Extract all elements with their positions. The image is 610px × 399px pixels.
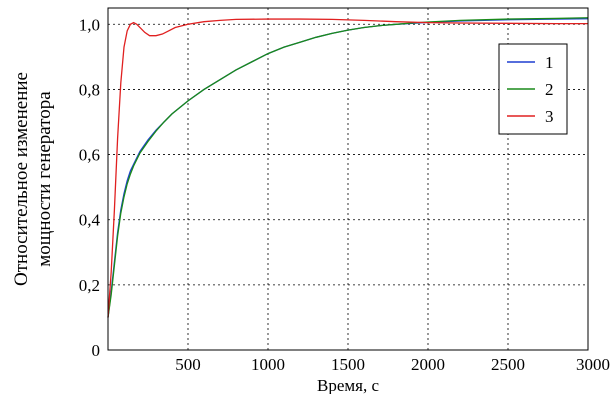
tick-labels: 500 1000 1500 2000 2500 3000 0 0,2 0,4 0,6 0,8 1,0 bbox=[79, 15, 610, 374]
legend-label: 2 bbox=[545, 80, 554, 99]
series-lines bbox=[107, 17, 589, 318]
series-line-2 bbox=[107, 17, 589, 318]
y-axis-label-line-2: мощности генератора bbox=[34, 91, 55, 267]
plot-frame bbox=[107, 7, 589, 351]
x-tick-label: 3000 bbox=[576, 355, 610, 374]
x-tick-label: 2000 bbox=[411, 355, 445, 374]
x-tick-label: 1500 bbox=[331, 355, 365, 374]
x-tick-label: 1000 bbox=[251, 355, 285, 374]
y-tick-label: 0,2 bbox=[79, 276, 100, 295]
y-tick-label: 0,4 bbox=[79, 211, 101, 230]
y-axis-label-line-1: Относительное изменение bbox=[11, 72, 32, 286]
y-tick-label: 0,8 bbox=[79, 80, 100, 99]
y-tick-label: 0 bbox=[92, 341, 101, 360]
legend-label: 1 bbox=[545, 53, 554, 72]
y-tick-label: 0,6 bbox=[79, 146, 100, 165]
x-tick-label: 2500 bbox=[491, 355, 525, 374]
series-line-3 bbox=[107, 18, 588, 318]
x-axis-label: Время, с bbox=[317, 376, 379, 394]
legend: 1 2 3 bbox=[498, 43, 568, 135]
legend-label: 3 bbox=[545, 107, 554, 126]
y-tick-label: 1,0 bbox=[79, 15, 100, 34]
grid bbox=[108, 8, 588, 350]
x-tick-label: 500 bbox=[175, 355, 201, 374]
